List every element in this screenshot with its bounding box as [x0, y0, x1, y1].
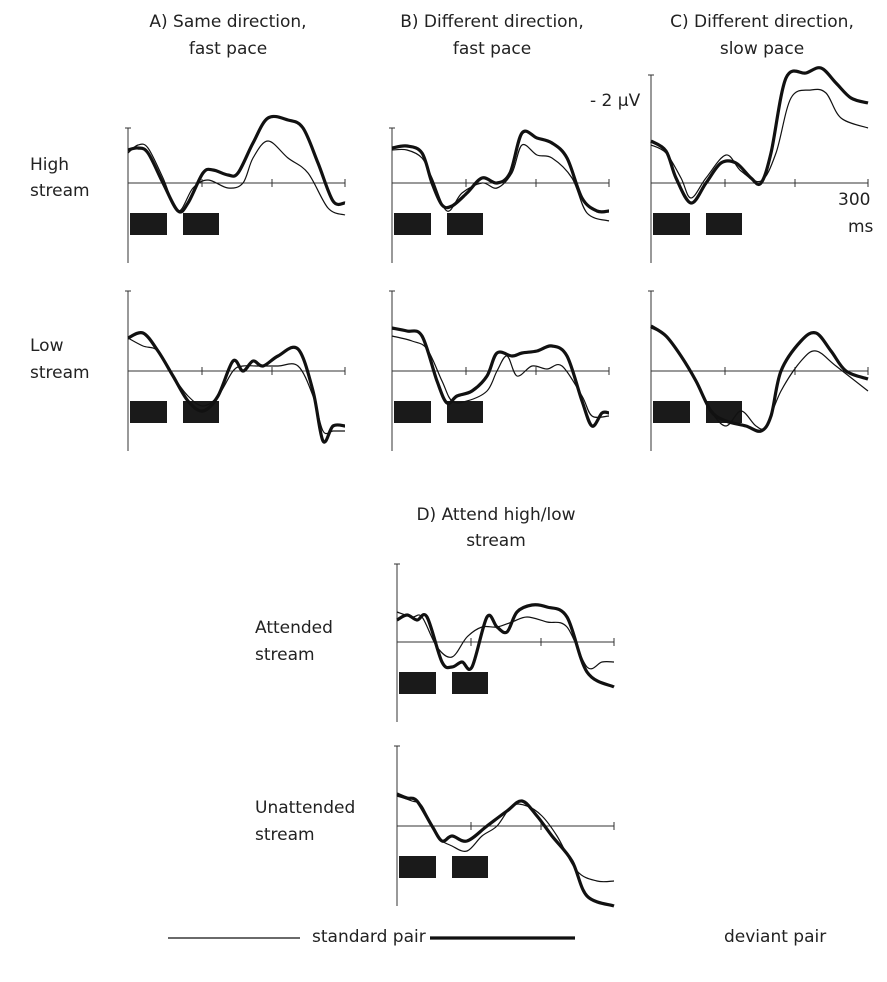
row-label: Low	[30, 336, 64, 356]
row-label: stream	[30, 363, 90, 383]
stimulus-box	[130, 213, 167, 235]
standard-wave	[391, 335, 610, 419]
stimulus-box	[130, 401, 167, 423]
row-label: stream	[255, 645, 315, 665]
scale-amplitude: - 2 µV	[590, 91, 641, 111]
legend-label: standard pair	[312, 927, 426, 947]
deviant-wave	[391, 129, 610, 214]
panel-title: D) Attend high/low	[416, 505, 575, 525]
row-label: Attended	[255, 618, 333, 638]
deviant-wave	[396, 792, 615, 908]
row-label: Unattended	[255, 798, 355, 818]
deviant-wave	[650, 66, 869, 205]
row-label: High	[30, 155, 69, 175]
panel-title: C) Different direction,	[670, 12, 854, 32]
deviant-wave	[127, 114, 346, 214]
stimulus-box	[394, 213, 431, 235]
deviant-wave	[396, 603, 615, 689]
stimulus-box	[447, 401, 483, 423]
panel-title: fast pace	[189, 39, 267, 59]
panel-title: slow pace	[720, 39, 804, 59]
scale-time: 300	[838, 190, 870, 210]
stimulus-box	[399, 856, 436, 878]
legend-label: deviant pair	[724, 927, 826, 947]
stimulus-box	[653, 401, 690, 423]
panel-title: fast pace	[453, 39, 531, 59]
row-label: stream	[255, 825, 315, 845]
deviant-wave	[650, 324, 869, 433]
panel-title: A) Same direction,	[149, 12, 306, 32]
row-label: stream	[30, 181, 90, 201]
stimulus-box	[183, 213, 219, 235]
deviant-wave	[127, 330, 346, 444]
scale-time-unit: ms	[848, 217, 874, 237]
stimulus-box	[452, 672, 488, 694]
panel-title: stream	[466, 531, 526, 551]
stimulus-box	[394, 401, 431, 423]
stimulus-box	[452, 856, 488, 878]
standard-wave	[650, 88, 869, 199]
standard-wave	[127, 140, 346, 216]
deviant-wave	[391, 326, 610, 428]
stimulus-box	[706, 213, 742, 235]
stimulus-box	[653, 213, 690, 235]
stimulus-box	[399, 672, 436, 694]
panel-title: B) Different direction,	[400, 12, 584, 32]
stimulus-box	[447, 213, 483, 235]
